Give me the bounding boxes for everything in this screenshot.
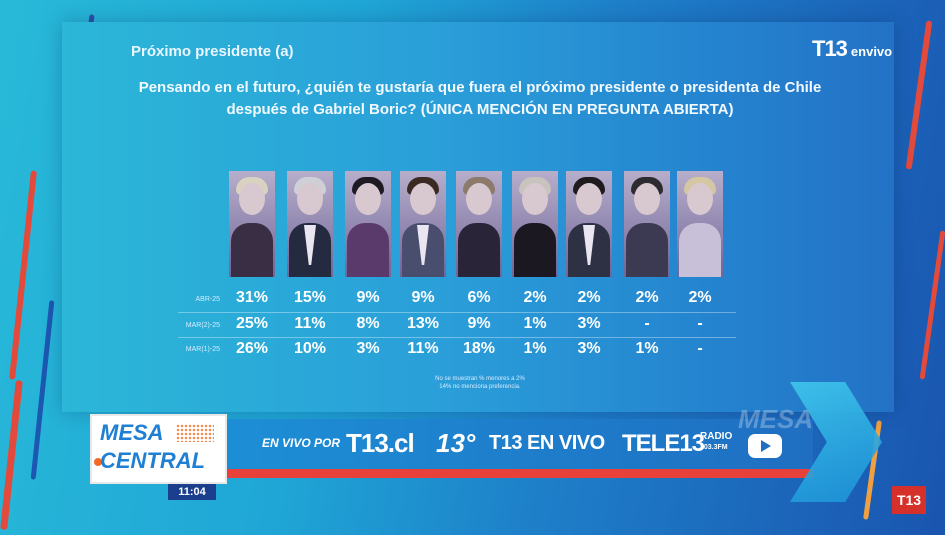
decor-stripe [905,20,933,170]
t13-envivo-logo: T13 envivo [812,36,892,62]
candidate-photo [566,171,612,277]
row-divider [178,312,736,313]
decor-stripe [9,170,37,380]
table-cell: 18% [462,340,496,357]
table-cell: 9% [467,315,491,332]
dots-pattern [176,424,214,442]
table-note: 14% no menciona preferencia. [439,384,521,390]
table-cell: 2% [577,289,601,306]
candidate-photo [624,171,670,277]
row-label: MAR(2)-25 [185,322,220,329]
radio-line1: RADIO [700,431,733,442]
table-cell: 25% [235,315,269,332]
candidate-photo [677,171,723,277]
table-cell: 26% [235,340,269,357]
table-note: No se muestran % menores a 2% [435,376,525,382]
table-cell: 3% [577,315,601,332]
survey-question: Pensando en el futuro, ¿quién te gustarí… [138,79,822,118]
table-cell: - [697,340,703,357]
radio-line2: 103.3FM [700,444,728,451]
candidate-photo [229,171,275,277]
row-label: ABR-25 [195,296,220,303]
decor-stripe [919,230,945,380]
table-cell: 2% [688,289,712,306]
channel-t13-envivo: T13 EN VIVO [489,432,605,454]
table-cell: 3% [577,340,601,357]
youtube-icon [748,434,782,458]
table-cell: 31% [235,289,269,306]
brand-main: T13 [812,36,848,61]
orange-dot [94,458,102,466]
candidate-photo [287,171,333,277]
program-name-line2: CENTRAL [100,448,206,473]
candidate-photo [345,171,391,277]
table-cell: 3% [356,340,380,357]
lower-third-red-bar [218,469,813,478]
table-cell: 1% [523,340,547,357]
table-cell: 2% [523,289,547,306]
live-label: EN VIVO POR [262,436,341,450]
table-cell: - [644,315,650,332]
table-cell: - [697,315,703,332]
candidate-photo [456,171,502,277]
brand-sub: envivo [850,44,893,59]
corner-t13-logo: T13 [892,486,926,514]
channel-t13cl: T13.cl [346,428,415,458]
decor-stripe [0,380,23,530]
table-cell: 15% [293,289,327,306]
row-label: MAR(1)-25 [185,346,220,353]
radio-label: RADIO 103.3FM [700,432,732,453]
candidate-photo [512,171,558,277]
table-cell: 6% [467,289,491,306]
table-cell: 11% [407,340,439,357]
table-cell: 11% [294,315,326,332]
table-cell: 9% [356,289,380,306]
lower-third-band [218,419,813,469]
table-cell: 1% [523,315,547,332]
channel-13: 13° [436,428,476,458]
page-title: Próximo presidente (a) [131,43,294,60]
time-display: 11:04 [168,484,216,500]
row-divider [178,337,736,338]
mesa-watermark: MESA [738,404,814,434]
table-cell: 2% [635,289,659,306]
decor-stripe [30,300,55,480]
channel-tele13: TELE13 [622,430,705,457]
table-cell: 9% [411,289,435,306]
mesa-central-logo: MESA CENTRAL [90,414,227,484]
program-name-line1: MESA [100,420,164,445]
table-cell: 10% [293,340,327,357]
table-cell: 13% [406,315,440,332]
candidate-photo [400,171,446,277]
table-cell: 1% [635,340,659,357]
table-cell: 8% [356,315,380,332]
